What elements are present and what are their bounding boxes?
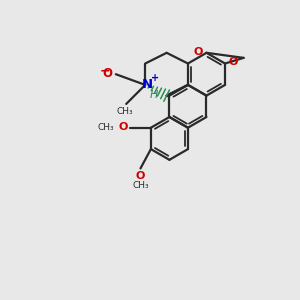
Text: O: O bbox=[229, 57, 238, 67]
Text: CH₃: CH₃ bbox=[98, 123, 115, 132]
Text: O: O bbox=[102, 67, 112, 80]
Text: CH₃: CH₃ bbox=[116, 107, 133, 116]
Text: O: O bbox=[193, 47, 203, 57]
Text: O: O bbox=[136, 171, 145, 181]
Text: +: + bbox=[151, 74, 159, 83]
Text: O: O bbox=[118, 122, 128, 132]
Text: N: N bbox=[142, 77, 153, 91]
Text: CH₃: CH₃ bbox=[132, 181, 149, 190]
Text: −: − bbox=[99, 65, 110, 78]
Text: H: H bbox=[150, 90, 158, 100]
